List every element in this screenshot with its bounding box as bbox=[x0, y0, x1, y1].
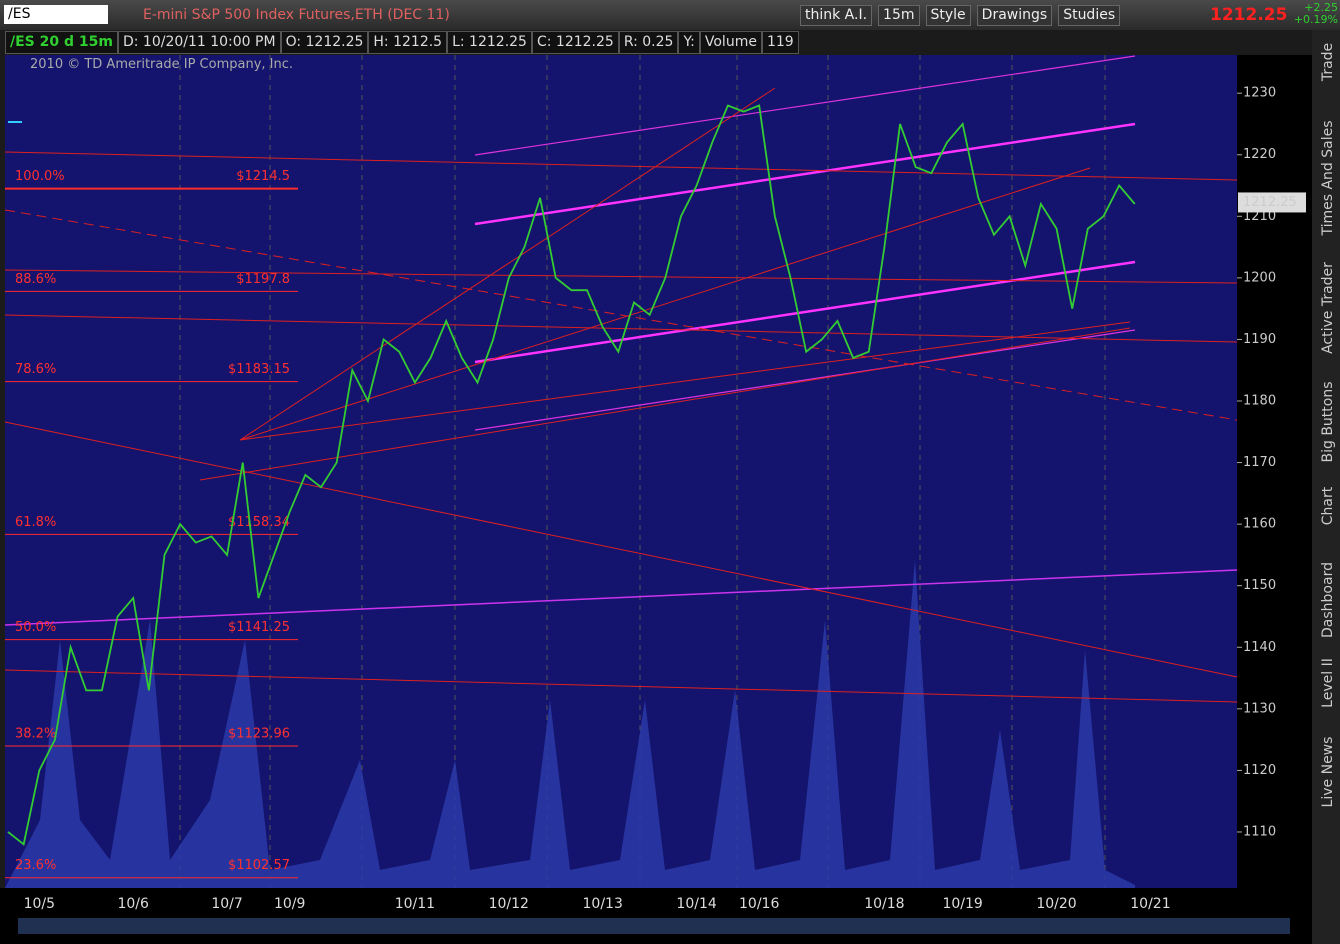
time-axis-bg bbox=[0, 888, 1312, 944]
plot-bg bbox=[5, 55, 1237, 888]
fib-label: 88.6% bbox=[15, 272, 56, 287]
y-tick-label: 1190 bbox=[1243, 332, 1276, 347]
last-price-label: 1212.25 bbox=[1243, 195, 1297, 210]
copyright: 2010 © TD Ameritrade IP Company, Inc. bbox=[30, 57, 294, 72]
info-field: C: 1212.25 bbox=[531, 31, 619, 54]
y-tick-label: 1110 bbox=[1243, 824, 1276, 839]
scrollbar[interactable] bbox=[18, 918, 1290, 934]
side-tab[interactable]: Dashboard bbox=[1320, 562, 1336, 638]
toolbar-button[interactable]: Style bbox=[925, 5, 971, 26]
info-field: O: 1212.25 bbox=[280, 31, 369, 54]
study[interactable]: /ES 20 d 15m bbox=[5, 31, 118, 54]
x-tick-label: 10/12 bbox=[489, 896, 529, 912]
change: +2.25 +0.19% bbox=[1290, 2, 1338, 26]
y-tick-label: 1180 bbox=[1243, 394, 1276, 409]
side-tab[interactable]: Times And Sales bbox=[1320, 120, 1336, 236]
info-field: Y: bbox=[678, 31, 700, 54]
x-tick-label: 10/18 bbox=[864, 896, 904, 912]
toolbar-button[interactable]: think A.I. bbox=[800, 5, 873, 26]
info-field: D: 10/20/11 10:00 PM bbox=[117, 31, 281, 54]
x-tick-label: 10/6 bbox=[117, 896, 149, 912]
x-tick-label: 10/21 bbox=[1130, 896, 1170, 912]
x-tick-label: 10/5 bbox=[24, 896, 55, 912]
fib-label: 61.8% bbox=[15, 515, 56, 530]
side-tab[interactable]: Active Trader bbox=[1320, 262, 1336, 354]
x-tick-label: 10/14 bbox=[676, 896, 716, 912]
fib-label: 100.0% bbox=[15, 169, 65, 184]
fib-label: 78.6% bbox=[15, 362, 56, 377]
change-abs: +2.25 bbox=[1304, 1, 1338, 14]
tabs-svg: Trade Times And Sales Active Trader Big But… bbox=[1320, 43, 1336, 808]
x-tick-label: 10/13 bbox=[583, 896, 623, 912]
toolbar-button[interactable]: Drawings bbox=[976, 5, 1053, 26]
y-tick-label: 1150 bbox=[1243, 578, 1276, 593]
info-field: 119 bbox=[761, 31, 799, 54]
y-tick-label: 1220 bbox=[1243, 147, 1276, 162]
side-tab[interactable]: Chart bbox=[1320, 486, 1336, 525]
info-field: Volume bbox=[699, 31, 762, 54]
x-tick-label: 10/20 bbox=[1036, 896, 1076, 912]
toolbar-button[interactable]: 15m bbox=[878, 5, 920, 26]
y-tick-label: 1160 bbox=[1243, 517, 1276, 532]
y-tick-label: 1120 bbox=[1243, 763, 1276, 778]
info-field: L: 1212.25 bbox=[447, 31, 532, 54]
side-tab[interactable]: Live News bbox=[1320, 737, 1336, 808]
fib-price: $1141.25 bbox=[228, 620, 290, 635]
fib-price: $1123.96 bbox=[228, 727, 290, 742]
x-tick-label: 10/9 bbox=[274, 896, 305, 912]
y-tick-label: 1140 bbox=[1243, 640, 1276, 655]
side-tab[interactable]: Level II bbox=[1320, 658, 1336, 708]
fib-price: $1102.57 bbox=[228, 858, 290, 873]
toolbar: /ES E-mini S&P 500 Index Futures,ETH (DE… bbox=[0, 0, 1340, 30]
fib-price: $1214.5 bbox=[236, 169, 290, 184]
y-tick-label: 1170 bbox=[1243, 455, 1276, 470]
last-price-tag bbox=[1238, 192, 1306, 213]
side-tab[interactable]: Trade bbox=[1320, 43, 1336, 82]
fib-price: $1183.15 bbox=[228, 362, 290, 377]
trend-lines bbox=[4, 55, 1238, 703]
price-line bbox=[7, 104, 1136, 846]
change-pct: +0.19% bbox=[1293, 13, 1338, 26]
fib-price: $1158.34 bbox=[228, 515, 290, 530]
x-tick-label: 10/19 bbox=[942, 896, 982, 912]
fib-price: $1197.8 bbox=[236, 272, 290, 287]
description: E-mini S&P 500 Index Futures,ETH (DEC 11… bbox=[143, 7, 450, 23]
y-tick-label: 1210 bbox=[1243, 209, 1276, 224]
x-tick-label: 10/11 bbox=[395, 896, 435, 912]
side-tabs: Trade Times And Sales Active Trader Big But… bbox=[1312, 30, 1340, 944]
x-tick-label: 10/7 bbox=[211, 896, 242, 912]
info-field: H: 1212.5 bbox=[368, 31, 448, 54]
y-tick-label: 1200 bbox=[1243, 270, 1276, 285]
fib-label: 23.6% bbox=[15, 858, 56, 873]
y-tick-label: 1230 bbox=[1243, 86, 1276, 101]
fib-label: 38.2% bbox=[15, 727, 56, 742]
toolbar-buttons: think A.I. 15m Style Drawings Studies bbox=[800, 5, 1121, 26]
toolbar-button[interactable]: Studies bbox=[1058, 5, 1121, 26]
volume bbox=[5, 560, 1135, 888]
y-tick-label: 1130 bbox=[1243, 701, 1276, 716]
x-tick-label: 10/16 bbox=[739, 896, 779, 912]
symbol-input[interactable]: /ES bbox=[4, 5, 108, 24]
last-price: 1212.25 bbox=[1210, 5, 1288, 25]
fib-label: 50.0% bbox=[15, 620, 56, 635]
info-bar: /ES 20 d 15m D: 10/20/11 10:00 PM O: 1212… bbox=[5, 31, 799, 54]
info-field: R: 0.25 bbox=[618, 31, 679, 54]
side-tab[interactable]: Big Buttons bbox=[1320, 381, 1336, 462]
